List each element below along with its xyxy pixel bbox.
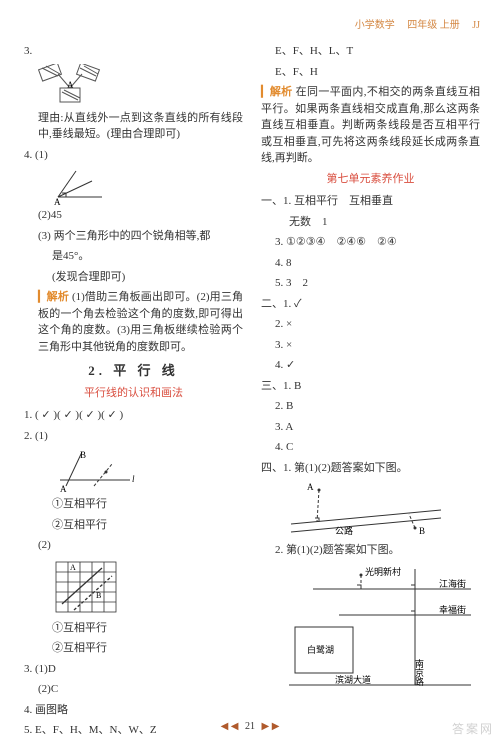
- q3-label-A: A: [67, 80, 74, 90]
- fig1-road: 公路: [335, 525, 353, 536]
- fig2-bl: 白鹭湖: [307, 644, 334, 655]
- fig1-A: A: [307, 482, 314, 492]
- s4-fig1: A B 公路: [281, 480, 480, 540]
- page-number: ◀ ◀ 21 ▶ ▶: [0, 719, 500, 734]
- q2-t3: ①互相平行: [24, 620, 243, 637]
- q4-label-A: A: [54, 197, 61, 205]
- q2-label-l: l: [132, 474, 135, 484]
- fig2-xf: 幸福街: [439, 604, 466, 615]
- q3-reason: 理由:从直线外一点到这条直线的所有线段中,垂线最短。(理由合理即可): [24, 110, 243, 143]
- header-subject: 小学数学: [355, 20, 395, 31]
- q2-t4: ②互相平行: [24, 640, 243, 657]
- watermark: 答案网: [452, 720, 494, 738]
- fig2-nj: 南京路: [414, 657, 424, 686]
- s2-4: 4. ✓: [261, 357, 480, 374]
- unit-title: 第七单元素养作业: [261, 171, 480, 188]
- r-line2: E、F、H: [261, 64, 480, 81]
- q2-t2: ②互相平行: [24, 517, 243, 534]
- right-column: E、F、H、L、T E、F、H ▎解析 在同一平面内,不相交的两条直线互相平行。…: [261, 43, 480, 743]
- arrows-left-icon: ◀ ◀: [221, 721, 239, 732]
- q4-p3b: 是45°。: [24, 248, 243, 265]
- s3-4: 4. C: [261, 439, 480, 456]
- q4-p3a: (3) 两个三角形中的四个锐角相等,都: [24, 228, 243, 245]
- section-2-sub: 平行线的认识和画法: [24, 385, 243, 402]
- parallel-q4: 4. 画图略: [24, 702, 243, 719]
- header-code: JJ: [472, 20, 480, 31]
- header-grade: 四年级 上册: [407, 20, 460, 31]
- s2-2: 2. ×: [261, 316, 480, 333]
- r-line1: E、F、H、L、T: [261, 43, 480, 60]
- page-header: 小学数学 四年级 上册 JJ: [24, 18, 480, 33]
- s3-3: 3. A: [261, 419, 480, 436]
- q2-t1: ①互相平行: [24, 496, 243, 513]
- parallel-q3a: 3. (1)D: [24, 661, 243, 678]
- s2-3: 3. ×: [261, 337, 480, 354]
- analysis-label: 解析: [269, 86, 292, 98]
- q4-p2: (2)45: [24, 207, 243, 224]
- section-2-title: 2. 平 行 线: [24, 361, 243, 381]
- arrows-right-icon: ▶ ▶: [262, 721, 280, 732]
- fig1-B: B: [419, 526, 425, 536]
- analysis-label: 解析: [46, 291, 69, 303]
- q4-analysis: ▎解析 (1)借助三角板画出即可。(2)用三角板的一个角去检验这个角的度数,即可…: [24, 289, 243, 355]
- q4-figure1: A: [52, 167, 243, 205]
- s1-l3: 3. ①②③④ ②④⑥ ②④: [261, 234, 480, 251]
- r-analysis-text: 在同一平面内,不相交的两条直线互相平行。如果两条直线相交成直角,那么这两条直线互…: [261, 86, 480, 164]
- parallel-q1: 1. ( ✓ )( ✓ )( ✓ )( ✓ ): [24, 407, 243, 424]
- s4-l2: 2. 第(1)(2)题答案如下图。: [261, 542, 480, 559]
- fig2-gm: 光明新村: [365, 566, 401, 577]
- q3-number: 3.: [24, 43, 243, 60]
- q4-p1: 4. (1): [24, 147, 243, 164]
- s1-l2: 无数 1: [261, 214, 480, 231]
- s3-1: 三、1. B: [261, 378, 480, 395]
- r-analysis: ▎解析 在同一平面内,不相交的两条直线互相平行。如果两条直线相交成直角,那么这两…: [261, 84, 480, 167]
- parallel-q2-p2: (2): [24, 537, 243, 554]
- s4-fig2: 光明新村 江海街 幸福街 白鹭湖 滨湖大道 南京路: [275, 563, 480, 693]
- grid-A: A: [70, 563, 76, 572]
- fig2-bh: 滨湖大道: [335, 674, 371, 685]
- s1-l5: 5. 3 2: [261, 275, 480, 292]
- q4-analysis-text: (1)借助三角板画出即可。(2)用三角板的一个角去检验这个角的度数,即可得出这个…: [38, 291, 243, 353]
- grid-B: B: [96, 591, 101, 600]
- fig2-jh: 江海街: [439, 578, 466, 589]
- s3-2: 2. B: [261, 398, 480, 415]
- q3-figure: A: [38, 64, 243, 108]
- left-column: 3. A 理由:从直线外一点到这条直线的所有线段中,垂线最短。(理由合理即可) …: [24, 43, 243, 743]
- parallel-q2-fig2: A B: [52, 558, 243, 618]
- s2-1: 二、1. ✓: [261, 296, 480, 313]
- q4-p3c: (发现合理即可): [24, 269, 243, 286]
- q2-label-B: B: [80, 450, 86, 460]
- parallel-q3b: (2)C: [24, 681, 243, 698]
- q2-label-A: A: [60, 484, 67, 494]
- content-columns: 3. A 理由:从直线外一点到这条直线的所有线段中,垂线最短。(理由合理即可) …: [24, 43, 480, 743]
- parallel-q2: 2. (1): [24, 428, 243, 445]
- s4-l1: 四、1. 第(1)(2)题答案如下图。: [261, 460, 480, 477]
- s1-l4: 4. 8: [261, 255, 480, 272]
- page-number-value: 21: [241, 719, 259, 734]
- parallel-q2-fig1: B A l: [52, 448, 243, 494]
- s1-l1: 一、1. 互相平行 互相垂直: [261, 193, 480, 210]
